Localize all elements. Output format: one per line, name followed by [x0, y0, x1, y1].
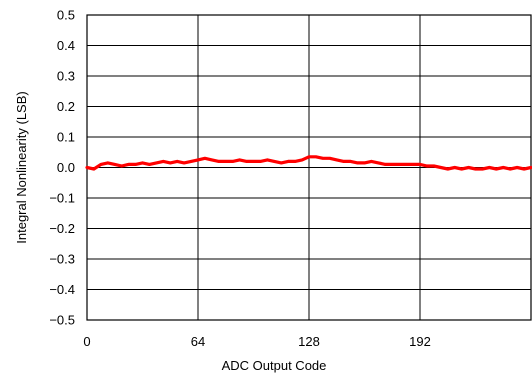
- inl-series-line: [85, 155, 532, 171]
- y-tick-label: 0.2: [57, 99, 75, 114]
- x-tick-labels: 0 64 128 192: [83, 334, 430, 349]
- y-tick-label: 0.0: [57, 160, 75, 175]
- y-tick-label: −0.2: [49, 221, 75, 236]
- y-axis-label: Integral Nonlinearity (LSB): [14, 91, 29, 243]
- y-tick-label: −0.5: [49, 313, 75, 328]
- y-tick-label: 0.1: [57, 130, 75, 145]
- x-tick-label: 128: [298, 334, 320, 349]
- y-tick-label: −0.1: [49, 191, 75, 206]
- y-tick-label: −0.3: [49, 252, 75, 267]
- x-axis-label: ADC Output Code: [222, 358, 327, 373]
- y-tick-labels: 0.5 0.4 0.3 0.2 0.1 0.0 −0.1 −0.2 −0.3 −0.4 −0.5: [49, 8, 75, 328]
- x-tick-label: 0: [83, 334, 90, 349]
- y-tick-label: 0.4: [57, 38, 75, 53]
- y-tick-label: 0.3: [57, 69, 75, 84]
- x-tick-label: 64: [191, 334, 205, 349]
- y-tick-label: −0.4: [49, 282, 75, 297]
- series-layer: [85, 155, 532, 171]
- x-tick-label: 192: [409, 334, 431, 349]
- y-tick-label: 0.5: [57, 8, 75, 23]
